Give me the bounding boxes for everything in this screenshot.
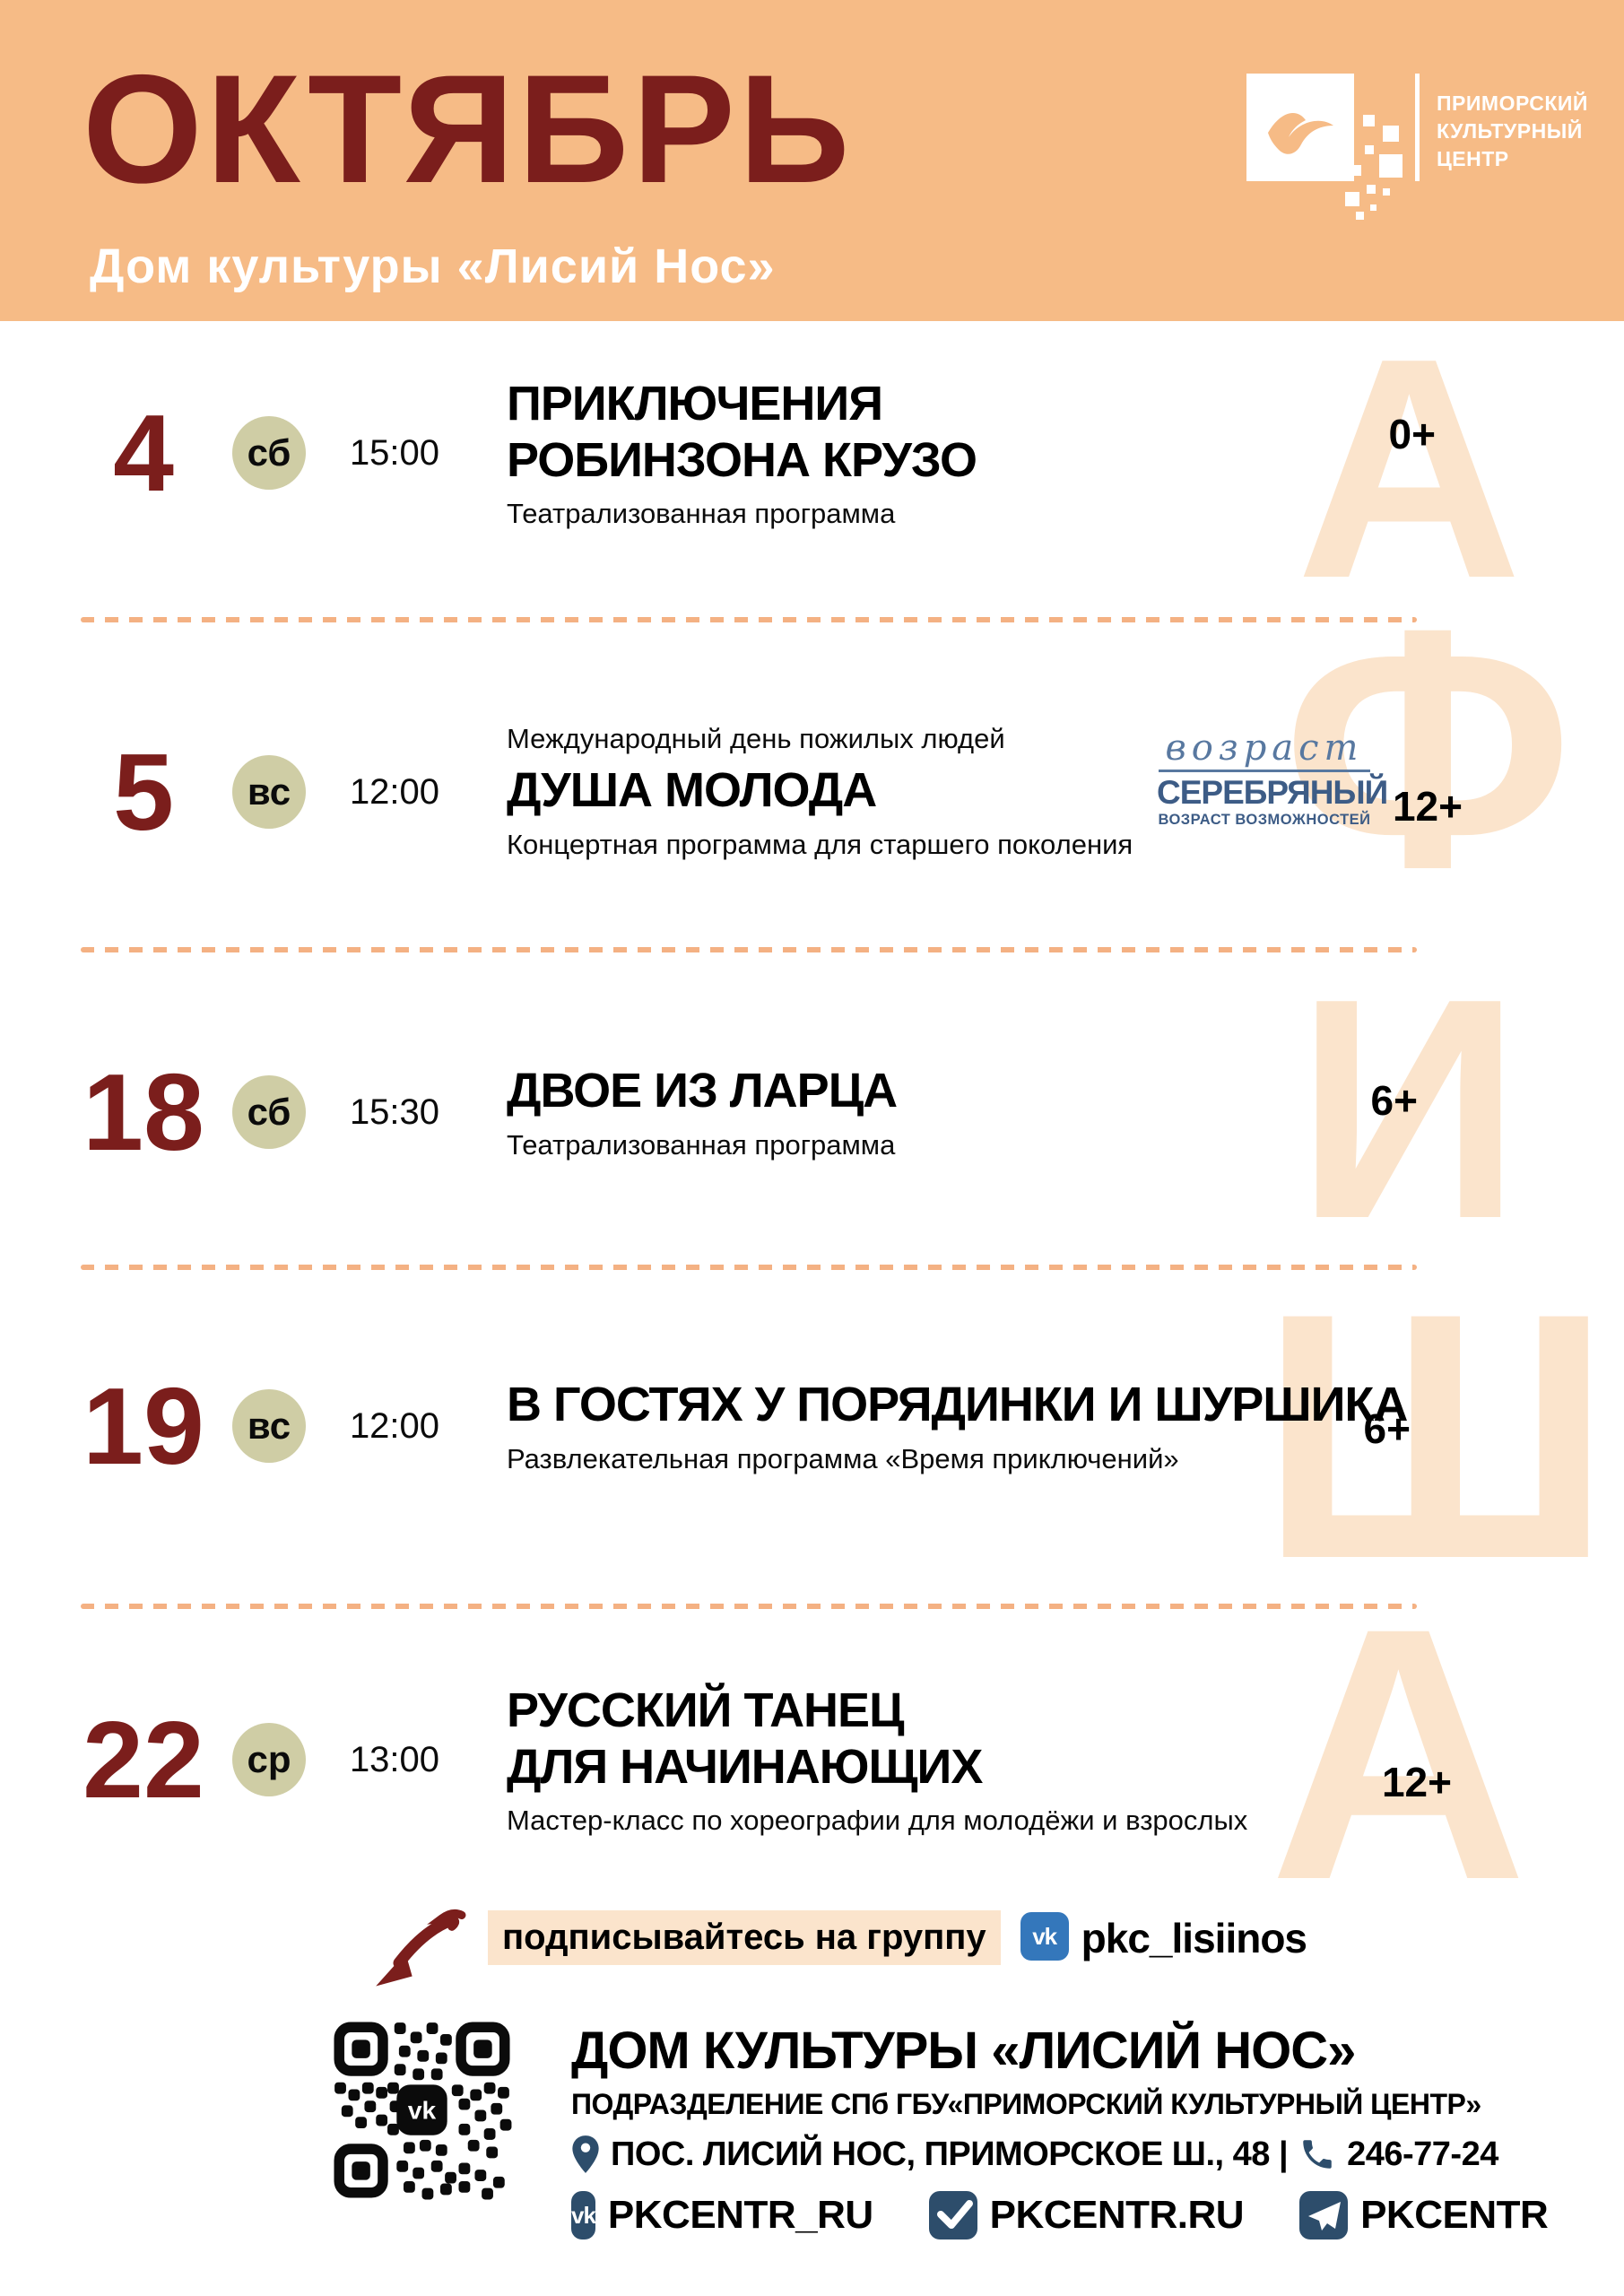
footer: ДОМ КУЛЬТУРЫ «ЛИСИЙ НОС» ПОДРАЗДЕЛЕНИЕ С… — [571, 2025, 1576, 2239]
event-title: ПРИКЛЮЧЕНИЯ РОБИНЗОНА КРУЗО — [507, 376, 977, 487]
event-description: Театрализованная программа — [507, 498, 896, 530]
brand-divider — [1415, 74, 1420, 181]
event-row-oct5: 5 вс 12:00 Международный день пожилых лю… — [81, 723, 1570, 860]
venue-subtitle: Дом культуры «Лисий Нос» — [90, 239, 776, 293]
separator — [81, 947, 1417, 952]
phone-icon — [1303, 2140, 1332, 2169]
footer-subdivision: ПОДРАЗДЕЛЕНИЕ СПб ГБУ«ПРИМОРСКИЙ КУЛЬТУР… — [571, 2088, 1481, 2120]
footer-phone[interactable]: 246-77-24 — [1347, 2135, 1498, 2173]
bg-letter-f: Ф — [1282, 558, 1574, 939]
page-title: ОКТЯБРЬ — [83, 43, 854, 215]
bg-letter-i: И — [1296, 934, 1522, 1284]
bg-letter-a1: А — [1296, 293, 1523, 644]
separator — [81, 1265, 1417, 1270]
event-date: 4 — [113, 392, 174, 514]
separator — [81, 1604, 1417, 1609]
event-date: 22 — [83, 1699, 204, 1821]
header-band: ОКТЯБРЬ Дом культуры «Лисий Нос» — [0, 0, 1624, 321]
footer-address-row: ПОС. ЛИСИЙ НОС, ПРИМОРСКОЕ Ш., 48 | 246-… — [571, 2134, 1576, 2175]
event-row-oct18: 18 сб 15:30 ДВОЕ ИЗ ЛАРЦА Театрализованн… — [81, 1057, 1570, 1168]
separator — [81, 617, 1417, 622]
silver-age-logo: возраст СЕРЕБРЯНЫЙ ВОЗРАСТ ВОЗМОЖНОСТЕЙ — [1157, 730, 1388, 828]
event-date: 5 — [113, 731, 174, 853]
bird-icon[interactable] — [928, 2191, 977, 2239]
event-row-oct19: 19 вс 12:00 В ГОСТЯХ У ПОРЯДИНКИ И ШУРШИ… — [81, 1370, 1570, 1482]
event-title: В ГОСТЯХ У ПОРЯДИНКИ И ШУРШИКА — [507, 1378, 1408, 1432]
vk-icon[interactable]: vk — [1020, 1912, 1069, 1961]
event-description: Развлекательная программа «Время приключ… — [507, 1442, 1179, 1474]
qr-code[interactable]: vk — [330, 2018, 514, 2202]
social-site-url[interactable]: PKCENTR.RU — [989, 2193, 1245, 2237]
bg-letter-sh: Ш — [1260, 1240, 1611, 1631]
footer-address: ПОС. ЛИСИЙ НОС, ПРИМОРСКОЕ Ш., 48 | — [611, 2135, 1289, 2173]
event-title: РУССКИЙ ТАНЕЦ ДЛЯ НАЧИНАЮЩИХ — [507, 1683, 983, 1794]
event-weekday-badge: сб — [232, 416, 306, 490]
subscribe-label: подписывайтесь на группу — [488, 1910, 1001, 1965]
event-time: 15:00 — [349, 432, 440, 473]
event-weekday-badge: вс — [232, 1389, 306, 1463]
brand-logo: ПРИМОРСКИЙ КУЛЬТУРНЫЙ ЦЕНТР — [1238, 63, 1614, 260]
event-title: ДУША МОЛОДА — [507, 763, 877, 818]
vk-group-handle[interactable]: pkc_lisiinos — [1081, 1915, 1307, 1961]
footer-venue-title: ДОМ КУЛЬТУРЫ «ЛИСИЙ НОС» — [571, 2022, 1356, 2080]
brand-name: ПРИМОРСКИЙ КУЛЬТУРНЫЙ ЦЕНТР — [1437, 91, 1588, 170]
social-telegram-handle[interactable]: PKCENTR — [1360, 2193, 1549, 2237]
event-time: 12:00 — [349, 1405, 440, 1446]
event-row-oct4: 4 сб 15:00 ПРИКЛЮЧЕНИЯ РОБИНЗОНА КРУЗО Т… — [81, 372, 1570, 534]
brand-pixel-squares — [1345, 115, 1403, 220]
silver-age-sub: ВОЗРАСТ ВОЗМОЖНОСТЕЙ — [1158, 812, 1371, 828]
event-title: ДВОЕ ИЗ ЛАРЦА — [507, 1064, 898, 1118]
age-rating: 0+ — [1388, 411, 1436, 457]
vk-icon[interactable]: vk — [571, 2191, 596, 2239]
event-eyebrow: Международный день пожилых людей — [507, 723, 1005, 755]
bird-icon — [1268, 112, 1333, 154]
event-weekday-badge: сб — [232, 1075, 306, 1149]
silver-age-main: СЕРЕБРЯНЫЙ — [1157, 774, 1388, 811]
event-time: 12:00 — [349, 771, 440, 812]
event-description: Театрализованная программа — [507, 1128, 896, 1161]
event-description: Мастер-класс по хореографии для молодёжи… — [507, 1805, 1248, 1837]
event-row-oct22: 22 ср 13:00 РУССКИЙ ТАНЕЦ ДЛЯ НАЧИНАЮЩИХ… — [81, 1679, 1570, 1840]
social-vk-handle[interactable]: PKCENTR_RU — [607, 2193, 873, 2237]
age-rating: 12+ — [1381, 1759, 1452, 1805]
telegram-icon[interactable] — [1299, 2191, 1349, 2239]
event-weekday-badge: вс — [232, 755, 306, 829]
footer-social-row: vk PKCENTR_RU PKCENTR.RU PKCENTR — [571, 2191, 1576, 2239]
brand-logo-box — [1246, 74, 1354, 181]
event-description: Концертная программа для старшего поколе… — [507, 828, 1133, 860]
age-rating: 6+ — [1363, 1405, 1411, 1452]
location-pin-icon — [572, 2135, 599, 2173]
age-rating: 6+ — [1370, 1077, 1418, 1124]
event-date: 19 — [83, 1365, 204, 1487]
bg-letter-a2: А — [1269, 1553, 1528, 1954]
event-date: 18 — [83, 1051, 204, 1173]
event-time: 15:30 — [349, 1091, 440, 1132]
event-weekday-badge: ср — [232, 1723, 306, 1796]
age-rating: 12+ — [1392, 783, 1463, 830]
subscribe-row: подписывайтесь на группу vk pkc_lisiinos — [366, 1909, 1307, 1991]
arrow-icon — [376, 1909, 466, 1987]
silver-age-script: возраст — [1158, 730, 1371, 772]
event-time: 13:00 — [349, 1739, 440, 1779]
svg-text:vk: vk — [408, 2096, 437, 2125]
